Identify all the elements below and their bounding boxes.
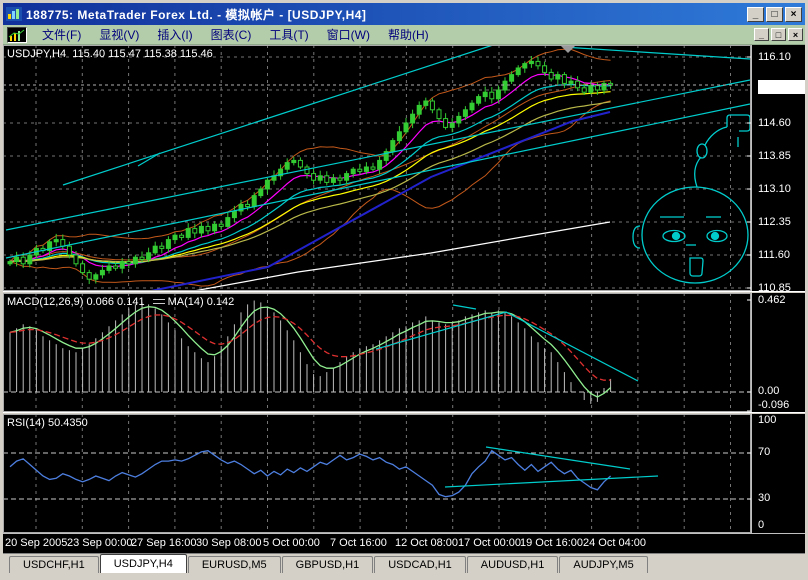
menu-file[interactable]: 文件(F) [42,28,82,42]
price-label: 111.60 [758,249,791,261]
price-label: 114.60 [758,117,791,129]
rsi-scale-label: 30 [758,492,771,504]
menu-view[interactable]: 显视(V) [99,28,140,42]
tab-gbpusd-h1[interactable]: GBPUSD,H1 [281,556,374,573]
macd-label: MACD(12,26,9) 0.066 0.141 MA(14) 0.142 [7,296,235,308]
current-price-box: 115.46 [758,80,805,94]
time-label: 5 Oct 00:00 [263,537,320,549]
maximize-button[interactable]: □ [766,6,783,22]
low-value: 115.38 [144,48,177,60]
time-axis[interactable]: 20 Sep 2005 23 Sep 00:00 27 Sep 16:00 30… [3,533,805,553]
menu-help[interactable]: 帮助(H) [387,28,429,42]
macd-scale-label: -0.096 [758,399,790,411]
window-title: 188775: MetaTrader Forex Ltd. - 模拟帐户 - [… [26,7,367,22]
doc-close-button[interactable]: × [788,28,803,41]
menu-tools[interactable]: 工具(T) [269,28,309,42]
time-label: 12 Oct 08:00 [395,537,458,549]
macd-scale-label: 0.462 [758,294,786,306]
price-label: 112.35 [758,216,791,228]
rsi-scale-label: 0 [758,519,765,531]
minimize-button[interactable]: _ [747,6,764,22]
rsi-label: RSI(14) 50.4350 [7,417,88,429]
app-icon [6,7,22,21]
menu-bar: 文件(F) 显视(V) 插入(I) 图表(C) 工具(T) 窗口(W) 帮助(H… [3,25,805,45]
ma-legend-icon [152,299,165,305]
time-label: 27 Sep 16:00 [131,537,197,549]
time-label: 30 Sep 08:00 [196,537,262,549]
macd-scale-label: 0.00 [758,385,780,397]
ohlc-label: USDJPY,H4 115.40 115.47 115.38 115.46 [7,48,213,60]
time-label: 7 Oct 16:00 [330,537,387,549]
menu-window[interactable]: 窗口(W) [326,28,370,42]
tab-bar: USDCHF,H1 USDJPY,H4 EURUSD,M5 GBPUSD,H1 … [3,553,805,573]
doc-restore-button[interactable]: □ [771,28,786,41]
tab-eurusd-m5[interactable]: EURUSD,M5 [187,556,281,573]
time-label: 24 Oct 04:00 [583,537,646,549]
tab-audjpy-m5[interactable]: AUDJPY,M5 [559,556,648,573]
price-label: 113.10 [758,183,791,195]
tab-audusd-h1[interactable]: AUDUSD,H1 [466,556,559,573]
rsi-scale-label: 70 [758,446,771,458]
panel-splitter-macd[interactable] [3,291,805,293]
price-label: 113.85 [758,150,791,162]
time-label: 23 Sep 00:00 [67,537,133,549]
panel-splitter-rsi[interactable] [3,412,805,414]
menu-insert[interactable]: 插入(I) [157,28,193,42]
close-button[interactable]: × [785,6,802,22]
chart-toolbar-button[interactable] [7,26,27,43]
price-axis[interactable]: 116.10 114.60 113.85 113.10 112.35 111.6… [751,45,805,533]
price-label: 116.10 [758,51,791,63]
tab-usdjpy-h4[interactable]: USDJPY,H4 [99,554,187,573]
time-label: 17 Oct 00:00 [458,537,521,549]
close-value: 115.46 [179,48,213,60]
menu-charts[interactable]: 图表(C) [210,28,252,42]
open-value: 115.40 [72,48,106,60]
symbol-period-label: USDJPY,H4 [7,48,67,60]
title-bar: 188775: MetaTrader Forex Ltd. - 模拟帐户 - [… [3,3,805,25]
status-strip [3,573,805,577]
tab-usdchf-h1[interactable]: USDCHF,H1 [9,556,99,573]
time-label: 19 Oct 16:00 [520,537,583,549]
time-label: 20 Sep 2005 [5,537,68,549]
candlestick-chart[interactable] [3,45,805,553]
tab-usdcad-h1[interactable]: USDCAD,H1 [374,556,466,573]
high-value: 115.47 [108,48,141,60]
rsi-scale-label: 100 [758,414,777,426]
doc-minimize-button[interactable]: _ [754,28,769,41]
chart-area[interactable]: USDJPY,H4 115.40 115.47 115.38 115.46 MA… [3,45,805,553]
